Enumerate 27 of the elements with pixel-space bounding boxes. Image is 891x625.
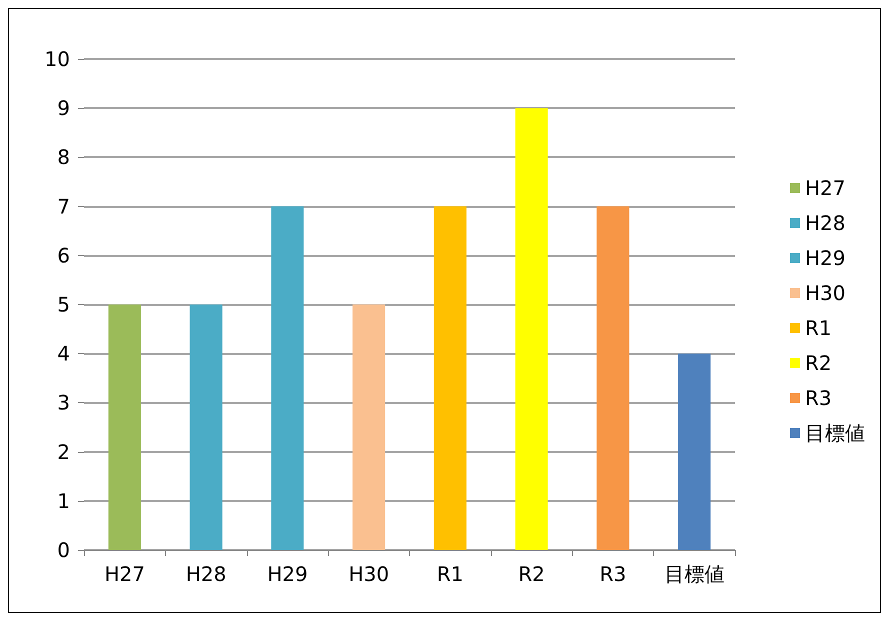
x-tick-label: 目標値 [664,562,724,586]
x-tick-label: H30 [348,562,390,586]
x-tick-label: H28 [186,562,226,586]
y-tick-label: 8 [57,145,70,170]
y-tick-label: 2 [57,440,70,464]
y-tick-label: 0 [57,538,70,562]
y-tick-label: 1 [57,488,70,513]
y-tick-label: 6 [57,243,70,268]
x-tick-label: R2 [518,562,545,586]
x-tick-label: H29 [267,562,308,586]
legend-label: R2 [805,351,832,375]
y-tick-label: 10 [44,47,70,71]
legend-label: H30 [805,281,846,305]
y-tick-label: 7 [57,194,70,218]
legend-label: H28 [805,211,846,235]
legend-label: H29 [805,246,846,270]
legend-label: 目標値 [805,421,865,445]
y-tick-label: 9 [57,96,70,120]
y-tick-label: 3 [57,390,70,415]
legend-label: R1 [805,316,832,340]
legend-label: H27 [805,176,846,200]
y-tick-label: 5 [57,292,70,316]
legend-label: R3 [805,386,832,410]
y-tick-label: 4 [57,342,70,366]
x-tick-label: R3 [600,562,626,586]
x-tick-label: H27 [104,562,145,586]
x-tick-label: R1 [436,562,464,586]
